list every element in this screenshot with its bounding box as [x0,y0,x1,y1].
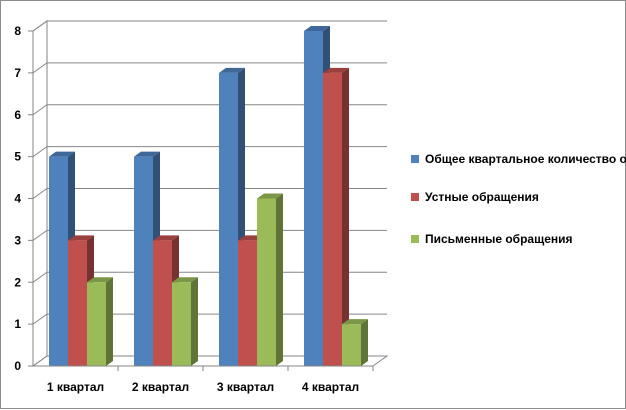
x-tick-label: 4 квартал [302,380,359,394]
bar [87,277,113,366]
gridline [32,146,387,158]
bar-side [106,277,113,366]
bar-front [323,72,342,366]
bar-front [172,282,191,366]
bar-top [304,26,330,31]
x-tick-label: 3 квартал [217,380,274,394]
bar-side [342,67,349,366]
bar-top [342,319,368,325]
bar-front [219,72,238,366]
bar-front [304,31,323,366]
gridline [32,104,387,116]
bar-front [257,198,276,366]
gridline [32,62,387,74]
y-tick-label: 7 [14,66,21,80]
bar-front [49,156,68,366]
x-tick-label: 1 квартал [47,380,104,394]
bar-front [68,240,87,366]
y-tick-label: 0 [14,359,21,373]
bar-side [276,193,283,366]
legend: Общее квартальное количество обращений Ус… [411,152,626,246]
bar-top [219,67,245,73]
bar-side [361,319,368,366]
bar-top [323,67,349,73]
legend-swatch [411,193,419,201]
bar-front [238,240,257,366]
bar-front [87,282,106,366]
y-tick-label: 2 [14,275,21,289]
bar-top [49,151,75,157]
bar [342,319,368,366]
bars [49,26,368,366]
y-tick-label: 6 [14,108,21,122]
bar-top [68,235,94,241]
gridline [32,20,387,32]
bar [257,193,283,366]
bar-top [134,151,160,157]
bar [172,277,198,366]
bar-top [87,277,113,283]
bar-front [342,324,361,366]
y-tick-label: 4 [14,192,21,206]
bar-front [153,240,172,366]
gridline [32,188,387,199]
legend-label: Устные обращения [425,190,539,204]
legend-label: Общее квартальное количество обращений [425,152,626,166]
x-tick-label: 2 квартал [132,380,189,394]
x-axis: 1 квартал 2 квартал 3 квартал 4 квартал [33,365,374,394]
bar-top [172,277,198,283]
y-tick-label: 8 [14,24,21,38]
bar [323,67,349,366]
y-tick-label: 1 [14,317,21,331]
bar-top [153,235,179,241]
bar-top [257,193,283,199]
y-tick-label: 3 [14,233,21,247]
bar-side [191,277,198,366]
y-tick-label: 5 [14,150,21,164]
legend-swatch [411,235,419,243]
gridlines [32,20,387,325]
legend-swatch [411,155,419,163]
y-axis: 0 1 2 3 4 5 6 7 8 [14,24,34,373]
legend-label: Письменные обращения [425,232,573,246]
bar-front [134,156,153,366]
